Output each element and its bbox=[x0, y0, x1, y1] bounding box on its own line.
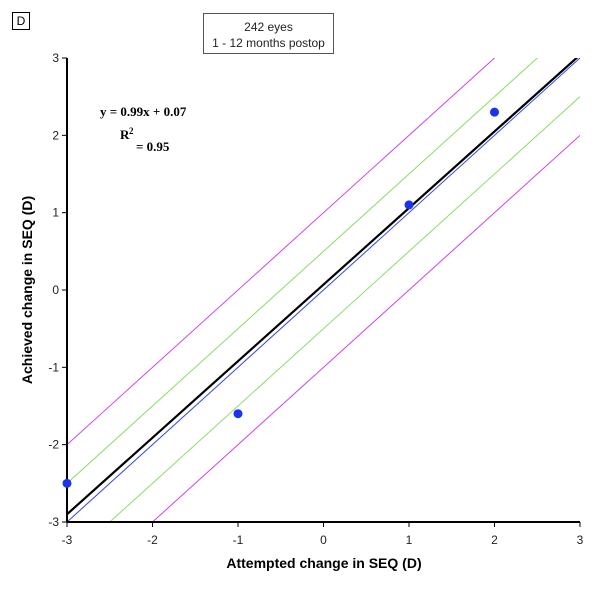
y-tick-label: 3 bbox=[52, 51, 59, 65]
y-tick-label: -3 bbox=[48, 515, 59, 529]
reference-line-0 bbox=[67, 58, 580, 522]
r-squared-superscript: 2 bbox=[129, 126, 134, 136]
regression-line-group bbox=[67, 58, 579, 516]
x-tick-label: -2 bbox=[147, 533, 158, 547]
data-point bbox=[62, 478, 72, 488]
y-axis-title: Achieved change in SEQ (D) bbox=[19, 196, 35, 384]
y-tick-label: -2 bbox=[48, 438, 59, 452]
regression-line bbox=[67, 58, 579, 516]
r-squared-label: R bbox=[120, 127, 130, 142]
x-tick-label: -3 bbox=[62, 533, 73, 547]
panel-label: D bbox=[12, 12, 30, 30]
reference-line-2 bbox=[109, 96, 580, 522]
x-tick-label: 2 bbox=[491, 533, 498, 547]
y-tick-label: 2 bbox=[52, 128, 59, 142]
info-box-line2: 1 - 12 months postop bbox=[212, 36, 325, 50]
info-box: 242 eyes 1 - 12 months postop bbox=[203, 13, 334, 54]
reference-line-3 bbox=[67, 58, 496, 446]
reference-lines bbox=[67, 58, 580, 522]
x-tick-label: 0 bbox=[320, 533, 327, 547]
y-tick-label: 0 bbox=[52, 283, 59, 297]
x-tick-label: 3 bbox=[577, 533, 584, 547]
data-point bbox=[404, 200, 414, 210]
x-axis-title: Attempted change in SEQ (D) bbox=[226, 555, 421, 571]
info-box-line1: 242 eyes bbox=[244, 20, 293, 34]
y-axis-ticks: 3 2 1 0 -1 -2 -3 bbox=[48, 51, 67, 529]
data-point bbox=[490, 107, 499, 117]
y-tick-label: 1 bbox=[52, 206, 59, 220]
x-tick-label: 1 bbox=[406, 533, 413, 547]
data-point bbox=[233, 409, 243, 419]
y-tick-label: -1 bbox=[48, 360, 59, 374]
x-axis-ticks: -3 -2 -1 0 1 2 3 bbox=[62, 522, 584, 547]
r-squared-value: = 0.95 bbox=[136, 139, 170, 154]
data-points bbox=[62, 107, 499, 488]
reference-line-1 bbox=[67, 58, 538, 484]
x-tick-label: -1 bbox=[233, 533, 244, 547]
regression-equation: y = 0.99x + 0.07 bbox=[100, 104, 187, 119]
